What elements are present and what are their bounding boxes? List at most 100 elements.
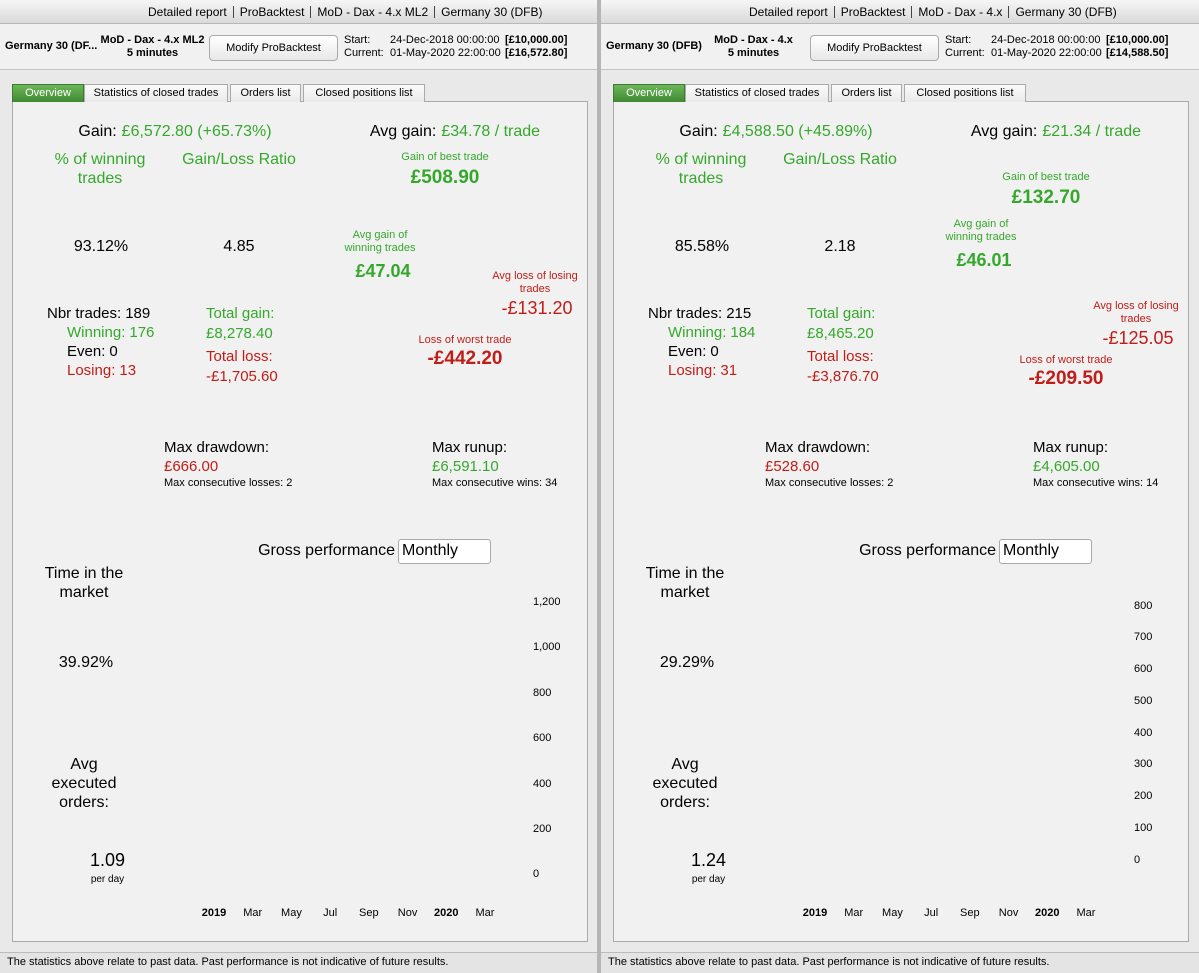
runup-note: Max consecutive wins: 34 (432, 477, 558, 489)
value: 31 (720, 362, 738, 379)
tab[interactable]: Overview (12, 84, 84, 102)
best-value: £132.70 (1011, 186, 1081, 208)
losing-row: Losing: 31 (668, 362, 737, 379)
title-item: MoD - Dax - 4.x (918, 5, 1003, 19)
total-loss-label: Total loss: (807, 348, 874, 365)
avg-loss-value: -£131.20 (501, 297, 573, 318)
tab[interactable]: Statistics of closed trades (685, 84, 829, 102)
avg-gain-value: £34.78 / trade (441, 123, 541, 140)
orders-value: 1.09 (89, 850, 126, 870)
avg-gain-label: Avg gain: (369, 123, 437, 140)
chart-title: Gross performance (258, 542, 395, 559)
chart-title: Gross performance (859, 542, 996, 559)
label: Losing: (67, 362, 116, 379)
period-select[interactable] (398, 539, 491, 564)
y-tick-label: 0 (533, 868, 540, 881)
worst-label: Loss of worst trade (1019, 353, 1113, 366)
x-tick-label: May (882, 907, 903, 919)
label: Nbr trades: (47, 305, 122, 322)
drawdown-value: £666.00 (164, 458, 219, 475)
runup-label: Max runup: (1033, 439, 1109, 456)
title-item: Germany 30 (DFB) (441, 5, 543, 19)
value: 189 (125, 305, 151, 322)
modify-button[interactable]: Modify ProBacktest (209, 35, 338, 61)
y-tick-label: 0 (1134, 853, 1141, 866)
winning-row: Winning: 176 (67, 324, 154, 341)
avg-loss-label: Avg loss of losing trades (1093, 299, 1179, 325)
title-item: ProBacktest (840, 5, 906, 19)
time-title: Time in the market (44, 565, 124, 601)
winning-row: Winning: 184 (668, 324, 755, 341)
avg-win-value: £46.01 (956, 249, 1012, 270)
x-tick-label: Jul (323, 907, 338, 919)
value: 0 (109, 343, 118, 360)
y-tick-label: 200 (1134, 790, 1153, 803)
tab[interactable]: Closed positions list (303, 84, 425, 102)
start-date: 24-Dec-2018 00:00:00 (390, 34, 500, 46)
y-tick-label: 300 (1134, 758, 1153, 771)
start-date: 24-Dec-2018 00:00:00 (991, 34, 1101, 46)
tab[interactable]: Statistics of closed trades (84, 84, 228, 102)
gain: Gain: £6,572.80 (+65.73%) (20, 123, 330, 141)
title-item: Detailed report (148, 5, 227, 19)
y-tick-label: 600 (533, 732, 552, 745)
content-frame (12, 101, 588, 942)
timeframe: 5 minutes (727, 47, 780, 59)
avg-loss-label: Avg loss of losing trades (492, 269, 578, 295)
x-tick-label: Mar (243, 907, 263, 919)
total-gain-label: Total gain: (206, 305, 275, 322)
ratio-title: Gain/Loss Ratio (783, 151, 897, 168)
winning-title: % of winning trades (54, 151, 146, 187)
best-value: £508.90 (410, 167, 480, 189)
drawdown-note: Max consecutive losses: 2 (765, 477, 894, 489)
total-gain-label: Total gain: (807, 305, 876, 322)
modify-button[interactable]: Modify ProBacktest (810, 35, 939, 61)
start-capital: [£10,000.00] (505, 34, 568, 46)
period-select[interactable] (999, 539, 1092, 564)
x-tick-label: Mar (475, 907, 495, 919)
tab[interactable]: Overview (613, 84, 685, 102)
y-tick-label: 1,000 (533, 641, 561, 654)
avg-gain-value: £21.34 / trade (1042, 123, 1142, 140)
tab[interactable]: Orders list (230, 84, 301, 102)
total-loss: -£1,705.60 (206, 368, 278, 385)
title-bar (601, 0, 1199, 24)
title-item: Germany 30 (DFB) (1015, 5, 1117, 19)
drawdown-value: £528.60 (765, 458, 820, 475)
x-tick-label: Nov (397, 907, 418, 919)
ratio-value: 2.18 (824, 238, 856, 255)
even-row: Even: 0 (668, 343, 719, 360)
value: 176 (129, 324, 155, 341)
x-tick-label: Jul (924, 907, 939, 919)
footer (0, 952, 597, 973)
avg-win-label: Avg gain of winning trades (344, 228, 416, 254)
worst-label: Loss of worst trade (418, 334, 512, 347)
instrument: Germany 30 (DF... (5, 40, 98, 52)
tab[interactable]: Orders list (831, 84, 902, 102)
x-tick-label: Mar (1076, 907, 1096, 919)
ratio-value: 4.85 (223, 238, 255, 255)
total-loss: -£3,876.70 (807, 368, 879, 385)
runup-value: £6,591.10 (432, 458, 499, 475)
orders-unit: per day (90, 874, 125, 885)
y-tick-label: 500 (1134, 694, 1153, 707)
x-tick-label: 2019 (802, 907, 828, 919)
tab[interactable]: Closed positions list (904, 84, 1026, 102)
gain-label: Gain: (679, 123, 718, 140)
panel: Detailed report ProBacktest MoD - Dax - 4.… (0, 0, 597, 973)
gain-value: £6,572.80 (+65.73%) (121, 123, 272, 140)
avg-gain: Avg gain: £21.34 / trade (936, 123, 1176, 141)
start-capital: [£10,000.00] (1106, 34, 1169, 46)
title-item: MoD - Dax - 4.x ML2 (317, 5, 429, 19)
nbr-trades: Nbr trades: 189 (47, 305, 150, 322)
runup-label: Max runup: (432, 439, 508, 456)
winning-percent: 93.12% (73, 238, 129, 255)
x-tick-label: Mar (844, 907, 864, 919)
y-tick-label: 200 (533, 823, 552, 836)
orders-title: Avg executed orders: (652, 756, 718, 811)
total-gain: £8,465.20 (807, 325, 874, 342)
label: Losing: (668, 362, 717, 379)
y-tick-label: 700 (1134, 631, 1153, 644)
avg-gain-label: Avg gain: (970, 123, 1038, 140)
value: 0 (710, 343, 719, 360)
